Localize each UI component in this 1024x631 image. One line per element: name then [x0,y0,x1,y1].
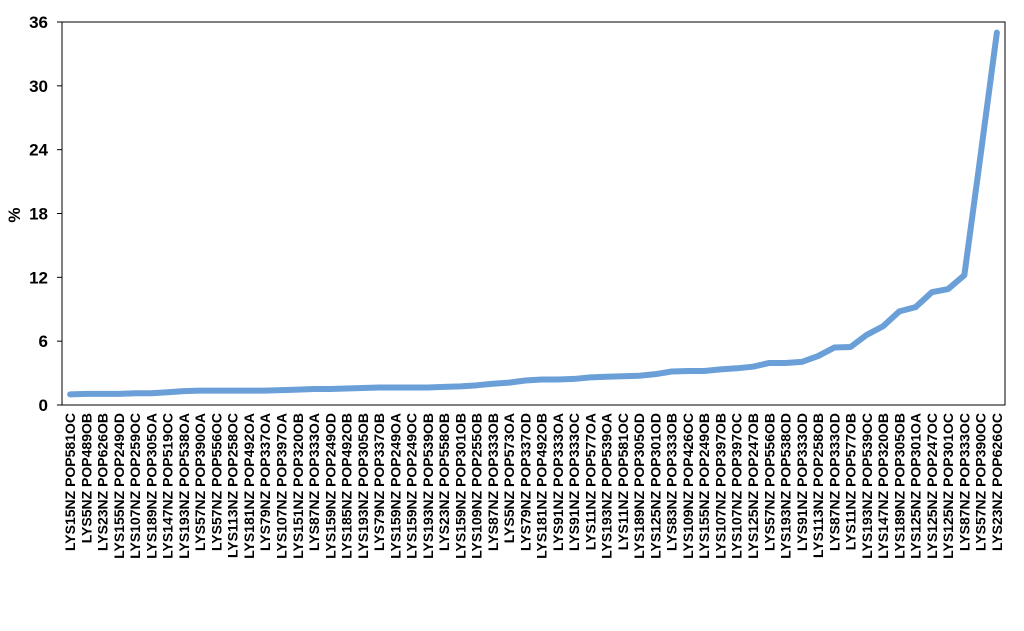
x-tick-label: LYS23NZ POP626OB [95,413,111,551]
x-tick-label: LYS159NZ POP249OC [404,413,420,559]
y-tick-label: 0 [39,396,48,415]
x-tick-label: LYS155NZ POP249OB [696,413,712,559]
x-tick-label: LYS107NZ POP397OA [273,413,289,559]
x-tick-label: LYS57NZ POP390OA [192,413,208,551]
x-tick-label: LYS193NZ POP539OC [859,413,875,559]
x-tick-label: LYS107NZ POP397OC [729,413,745,559]
x-tick-label: LYS87NZ POP333OA [306,413,322,551]
y-tick-label: 24 [29,141,48,160]
x-tick-label: LYS181NZ POP492OB [534,413,550,559]
x-tick-label: LYS159NZ POP249OD [322,413,338,559]
x-tick-label: LYS181NZ POP492OA [241,413,257,559]
x-tick-label: LYS79NZ POP337OB [371,413,387,551]
x-tick-label: LYS185NZ POP492OB [339,413,355,559]
x-tick-label: LYS155NZ POP249OD [111,413,127,559]
x-tick-label: LYS57NZ POP556OC [208,413,224,551]
x-tick-label: LYS159NZ POP249OA [387,413,403,559]
y-tick-label: 6 [39,332,48,351]
y-tick-label: 18 [29,205,48,224]
plot-frame [61,21,1006,406]
x-tick-label: LYS189NZ POP305OB [891,413,907,559]
x-tick-label: LYS83NZ POP333OB [664,413,680,551]
x-tick-label: LYS91NZ POP333OD [794,413,810,551]
x-tick-label: LYS11NZ POP577OB [843,413,859,550]
x-tick-label: LYS193NZ POP539OA [599,413,615,559]
y-tick-label: 36 [29,13,48,32]
x-tick-label: LYS11NZ POP581OC [615,413,631,550]
x-tick-label: LYS91NZ POP333OA [550,413,566,551]
x-tick-label: LYS87NZ POP333OD [826,413,842,551]
x-tick-label: LYS91NZ POP333OC [566,413,582,551]
x-tick-label: LYS15NZ POP581OC [62,413,78,551]
x-tick-label: LYS125NZ POP247OB [745,413,761,559]
x-tick-label: LYS23NZ POP558OB [436,413,452,551]
x-tick-label: LYS79NZ POP337OA [257,413,273,551]
x-tick-label: LYS193NZ POP305OB [355,413,371,559]
x-tick-label: LYS189NZ POP305OA [143,413,159,559]
x-tick-label: LYS87NZ POP333OC [956,413,972,551]
x-tick-label: LYS87NZ POP333OB [485,413,501,551]
x-tick-label: LYS23NZ POP626OC [989,413,1005,551]
y-tick-label: 30 [29,77,48,96]
x-tick-label: LYS11NZ POP577OA [582,413,598,550]
x-tick-label: LYS151NZ POP320OB [290,413,306,559]
data-line [67,29,1000,398]
x-tick-label: LYS57NZ POP556OB [761,413,777,551]
x-tick-label: LYS147NZ POP519OC [160,413,176,559]
x-tick-label: LYS57NZ POP390OC [973,413,989,551]
x-tick-label: LYS5NZ POP489OB [78,413,94,543]
x-tick-label: LYS113NZ POP258OC [225,413,241,558]
x-tick-label: LYS125NZ POP301OD [647,413,663,559]
x-tick-label: LYS193NZ POP538OD [778,413,794,559]
y-tick-label: 12 [29,268,48,287]
x-tick-label: LYS107NZ POP397OB [712,413,728,559]
x-tick-label: LYS109NZ POP255OB [469,413,485,559]
x-tick-label: LYS5NZ POP573OA [501,413,517,543]
x-tick-label: LYS193NZ POP539OB [420,413,436,559]
x-tick-label: LYS193NZ POP538OA [176,413,192,559]
x-tick-label: LYS109NZ POP426OC [680,413,696,559]
x-tick-label: LYS107NZ POP259OC [127,413,143,559]
x-tick-label: LYS189NZ POP305OD [631,413,647,559]
x-tick-label: LYS159NZ POP301OB [452,413,468,559]
x-tick-label: LYS147NZ POP320OB [875,413,891,559]
x-tick-label: LYS125NZ POP301OA [908,413,924,559]
x-tick-label: LYS125NZ POP247OC [924,413,940,559]
x-tick-label: LYS113NZ POP258OB [810,413,826,558]
x-tick-label: LYS79NZ POP337OD [517,413,533,551]
x-tick-label: LYS125NZ POP301OC [940,413,956,559]
y-axis-label: % [5,207,24,222]
